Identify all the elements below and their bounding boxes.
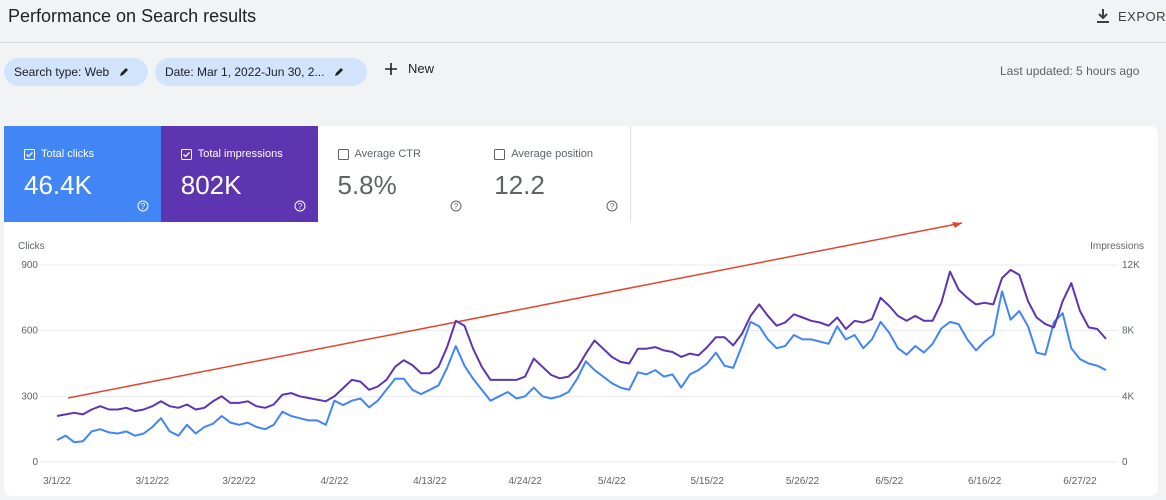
y-tick-label: 300 bbox=[21, 391, 38, 402]
page-title: Performance on Search results bbox=[8, 6, 257, 26]
last-updated: Last updated: 5 hours ago bbox=[1000, 64, 1140, 78]
metric-header: Total impressions bbox=[180, 148, 318, 160]
metric-header: Average CTR bbox=[337, 148, 474, 160]
metric-card[interactable]: Average position 12.2? bbox=[474, 126, 632, 222]
metric-header: Average position bbox=[494, 148, 630, 160]
series-line bbox=[56, 290, 1107, 444]
x-tick-label: 6/27/22 bbox=[1063, 476, 1097, 487]
x-tick-label: 4/24/22 bbox=[508, 476, 542, 487]
download-icon bbox=[1097, 9, 1109, 23]
metric-value: 12.2 bbox=[494, 170, 545, 200]
svg-text:?: ? bbox=[141, 202, 146, 211]
y2-tick-label: 4K bbox=[1122, 391, 1135, 402]
export-label: EXPORT bbox=[1118, 8, 1166, 24]
y-tick-label: 0 bbox=[32, 457, 38, 468]
checkbox[interactable] bbox=[180, 148, 192, 160]
series-line bbox=[56, 268, 1107, 417]
edit-icon bbox=[335, 68, 344, 76]
metric-label: Total impressions bbox=[197, 148, 283, 160]
performance-chart: Clicks Impressions 0 300 600 900 0 4K 8K 12K 3/1… bbox=[18, 222, 1144, 487]
x-tick-label: 5/4/22 bbox=[598, 476, 626, 487]
chip-label: Date: Mar 1, 2022-Jun 30, 2... bbox=[165, 65, 325, 79]
x-tick-label: 3/1/22 bbox=[43, 476, 71, 487]
export-button[interactable]: EXPORT bbox=[1096, 8, 1166, 24]
metric-value: 802K bbox=[180, 170, 242, 200]
y2-axis-title: Impressions bbox=[1090, 241, 1144, 252]
metric-label: Average CTR bbox=[354, 148, 421, 160]
x-tick-label: 6/5/22 bbox=[875, 476, 903, 487]
metric-value: 5.8% bbox=[337, 170, 397, 200]
new-filter-button[interactable]: New bbox=[384, 61, 434, 76]
new-label: New bbox=[408, 61, 435, 76]
y2-tick-label: 12K bbox=[1122, 260, 1140, 271]
metric-label: Total clicks bbox=[41, 148, 95, 160]
date-chip[interactable]: Date: Mar 1, 2022-Jun 30, 2... bbox=[155, 58, 367, 86]
metric-card[interactable]: Total clicks 46.4K? bbox=[4, 126, 161, 222]
trend-arrow bbox=[67, 222, 963, 399]
metric-card[interactable]: Total impressions 802K? bbox=[160, 126, 318, 222]
chip-label: Search type: Web bbox=[14, 65, 110, 79]
svg-text:?: ? bbox=[298, 202, 303, 211]
y2-tick-label: 0 bbox=[1122, 457, 1128, 468]
y-axis-title: Clicks bbox=[18, 241, 45, 252]
svg-text:?: ? bbox=[453, 202, 458, 211]
svg-text:?: ? bbox=[610, 202, 615, 211]
help-icon[interactable]: ? bbox=[606, 200, 618, 212]
divider bbox=[0, 42, 1166, 43]
x-tick-label: 5/15/22 bbox=[691, 476, 725, 487]
x-tick-label: 3/22/22 bbox=[222, 476, 256, 487]
y-tick-label: 900 bbox=[21, 260, 38, 271]
metric-label: Average position bbox=[511, 148, 593, 160]
x-tick-label: 4/2/22 bbox=[321, 476, 349, 487]
y2-tick-label: 8K bbox=[1122, 326, 1135, 337]
metric-card[interactable]: Average CTR 5.8%? bbox=[317, 126, 475, 222]
checkbox[interactable] bbox=[24, 148, 35, 160]
help-icon[interactable]: ? bbox=[294, 200, 306, 212]
x-tick-label: 5/26/22 bbox=[786, 476, 820, 487]
trend-arrowhead bbox=[952, 222, 962, 228]
help-icon[interactable]: ? bbox=[450, 200, 462, 212]
x-tick-label: 4/13/22 bbox=[413, 476, 447, 487]
plus-icon bbox=[385, 62, 397, 75]
checkbox[interactable] bbox=[337, 148, 349, 160]
checkbox[interactable] bbox=[494, 148, 506, 160]
help-icon[interactable]: ? bbox=[137, 200, 149, 212]
x-tick-label: 6/16/22 bbox=[968, 476, 1002, 487]
metric-value: 46.4K bbox=[24, 170, 92, 200]
y-tick-label: 600 bbox=[21, 326, 38, 337]
x-tick-label: 3/12/22 bbox=[136, 476, 170, 487]
edit-icon bbox=[120, 68, 129, 76]
metric-header: Total clicks bbox=[24, 148, 161, 160]
search-type-chip[interactable]: Search type: Web bbox=[4, 58, 148, 86]
